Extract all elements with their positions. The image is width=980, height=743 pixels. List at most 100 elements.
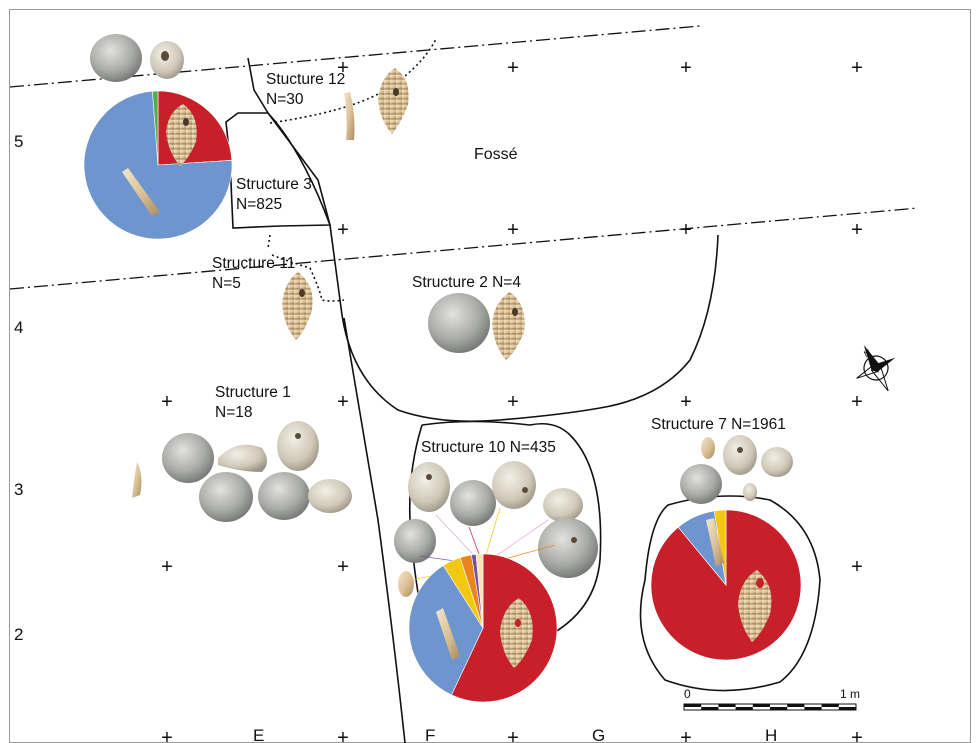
- structure-10-label: Structure 10 N=435: [421, 439, 556, 456]
- grid-marker: +: [851, 391, 863, 413]
- grid-marker: +: [680, 727, 692, 743]
- grid-marker: +: [680, 57, 692, 79]
- structure-11-label: Structure 11 N=5: [212, 255, 295, 292]
- grid-marker: +: [507, 727, 519, 743]
- bivalve-shell-icon: [162, 433, 214, 483]
- perforated-shell-icon: [277, 421, 319, 471]
- dentalium-shell-icon: [436, 608, 460, 660]
- pie-slice-other: [475, 553, 484, 629]
- grid-marker: +: [337, 556, 349, 578]
- row-label-5: 5: [14, 132, 23, 151]
- pie-chart-structure-10: [408, 553, 558, 703]
- scale-segment: [752, 704, 770, 707]
- svg-text:Structure 1: Structure 1: [215, 384, 291, 401]
- structure-7-shell-cluster: [680, 435, 793, 504]
- scale-segment: [684, 704, 702, 707]
- fosse-boundary: [267, 112, 719, 423]
- pie-slice-other: [152, 90, 159, 166]
- cone-shell-icon: [166, 104, 197, 166]
- scale-segment: [718, 704, 736, 707]
- grid-marker: +: [851, 57, 863, 79]
- grid-marker: +: [337, 391, 349, 413]
- bivalve-shell-icon: [258, 472, 310, 520]
- cone-shell-icon: [500, 598, 533, 668]
- scale-segment: [838, 707, 856, 710]
- structure-10-outline: [421, 420, 602, 641]
- svg-text:N=30: N=30: [266, 91, 304, 108]
- grid-marker: +: [507, 391, 519, 413]
- pie-chart-structure-7: [650, 509, 802, 661]
- perforated-shell-icon: [723, 435, 757, 475]
- scale-start-label: 0: [684, 687, 691, 701]
- column-label-g: G: [592, 726, 605, 743]
- cone-shell-icon: [492, 292, 525, 360]
- column-label-h: H: [765, 726, 777, 743]
- grid-marker: +: [680, 219, 692, 241]
- shell-fragment-icon: [218, 444, 267, 472]
- grid-marker: +: [851, 219, 863, 241]
- cone-shell-icon: [738, 570, 772, 642]
- bivalve-shell-icon: [450, 480, 496, 526]
- pie-slice-dentalium: [83, 90, 233, 240]
- svg-text:N=18: N=18: [215, 404, 253, 421]
- structure-7-label: Structure 7 N=1961: [651, 416, 786, 433]
- bivalve-shell-icon: [199, 472, 253, 522]
- bivalve-shell-icon: [90, 34, 142, 82]
- bivalve-shell-icon: [308, 479, 352, 513]
- grid-marker: +: [507, 57, 519, 79]
- bivalve-shell-icon: [394, 519, 436, 563]
- scale-bar-icon: 0 1 m: [683, 687, 860, 711]
- trench-edge-line: [343, 317, 406, 743]
- scale-end-label: 1 m: [840, 687, 860, 701]
- grid-marker: +: [680, 391, 692, 413]
- north-arrow-icon: N: [856, 345, 896, 392]
- bivalve-shell-icon: [761, 447, 793, 477]
- scale-segment: [735, 707, 753, 710]
- structure-1-shell-cluster: [132, 421, 352, 522]
- row-label-4: 4: [14, 318, 23, 337]
- svg-text:Structure 10 N=435: Structure 10 N=435: [421, 439, 556, 456]
- bivalve-shell-icon: [543, 488, 583, 522]
- bivalve-shell-icon: [680, 464, 722, 504]
- svg-text:Structure 2 N=4: Structure 2 N=4: [412, 274, 521, 291]
- structure-1-label: Structure 1 N=18: [215, 384, 291, 421]
- grid-marker: +: [507, 219, 519, 241]
- structure-12-boundary: [247, 57, 269, 114]
- scale-segment: [770, 707, 788, 710]
- column-label-e: E: [253, 726, 264, 743]
- fosse-label: Fossé: [474, 146, 518, 163]
- structure-3-label: Structure 3 N=825: [236, 176, 312, 213]
- structure-11-dotted-top: [267, 234, 271, 249]
- bivalve-shell-icon: [538, 518, 598, 578]
- grid-marker: +: [851, 556, 863, 578]
- row-label-2: 2: [14, 625, 23, 644]
- pie-chart-structure-3: [83, 90, 233, 240]
- svg-text:Structure 3: Structure 3: [236, 176, 312, 193]
- bivalve-shell-icon: [428, 293, 490, 353]
- grid-marker: +: [851, 727, 863, 743]
- svg-text:Stucture 12: Stucture 12: [266, 71, 345, 88]
- perforated-shell-icon: [492, 461, 536, 509]
- dentalium-shell-icon: [344, 92, 355, 140]
- grid-marker: +: [337, 219, 349, 241]
- perforated-shell-icon: [150, 41, 184, 79]
- structure-7-outline: [639, 495, 821, 692]
- dentalium-shell-icon: [706, 518, 724, 566]
- grid-marker: +: [337, 57, 349, 79]
- dentalium-shell-icon: [122, 168, 160, 216]
- small-gastropod-icon: [701, 437, 715, 459]
- perforated-shell-icon: [408, 462, 450, 512]
- dentalium-shell-icon: [132, 462, 142, 498]
- small-gastropod-icon: [743, 483, 757, 501]
- scale-segment: [701, 707, 719, 710]
- structure-12-label: Stucture 12 N=30: [266, 71, 345, 108]
- grid-marker: +: [161, 727, 173, 743]
- grid-markers: + + + + + + + + + + + + + + + + + + + + +: [161, 57, 863, 743]
- structure-11-dotted-edge: [271, 254, 345, 302]
- svg-text:N=825: N=825: [236, 196, 282, 213]
- structure-3-outline: [225, 112, 332, 229]
- ditch-edge-south: [9, 207, 919, 290]
- svg-text:Structure 7 N=1961: Structure 7 N=1961: [651, 416, 786, 433]
